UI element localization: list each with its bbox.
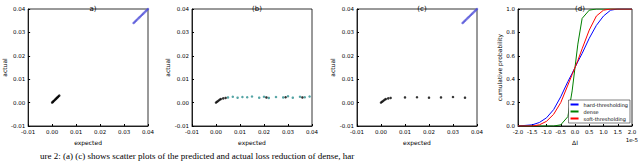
svg-text:1.0: 1.0 [599, 129, 608, 135]
svg-text:1.0: 1.0 [506, 6, 515, 12]
svg-text:a): a) [89, 5, 96, 13]
svg-text:0.03: 0.03 [342, 29, 355, 35]
svg-text:ure 2: (a) (c) shows scatter p: ure 2: (a) (c) shows scatter plots of th… [40, 151, 354, 161]
svg-text:-1.5: -1.5 [527, 129, 538, 135]
svg-text:0.02: 0.02 [342, 53, 354, 59]
svg-text:0.04: 0.04 [13, 6, 26, 12]
svg-text:0.04: 0.04 [342, 6, 355, 12]
svg-text:expected: expected [238, 139, 266, 147]
svg-text:0.2: 0.2 [506, 100, 515, 106]
svg-text:0.03: 0.03 [13, 29, 26, 35]
svg-text:0.01: 0.01 [399, 129, 411, 135]
svg-text:0.03: 0.03 [447, 129, 460, 135]
svg-text:-0.5: -0.5 [555, 129, 566, 135]
svg-text:0.04: 0.04 [142, 129, 155, 135]
svg-text:soft-thresholding: soft-thresholding [584, 116, 626, 123]
svg-text:2.0: 2.0 [628, 129, 637, 135]
svg-text:0.01: 0.01 [234, 129, 246, 135]
svg-text:-0.01: -0.01 [339, 123, 354, 129]
svg-text:(b): (b) [252, 5, 262, 13]
svg-text:0.02: 0.02 [423, 129, 435, 135]
svg-text:0.03: 0.03 [118, 129, 131, 135]
svg-text:0.01: 0.01 [342, 76, 354, 82]
svg-text:0.03: 0.03 [282, 129, 295, 135]
svg-text:0.00: 0.00 [13, 100, 26, 106]
svg-text:0.00: 0.00 [342, 100, 355, 106]
svg-text:0.01: 0.01 [70, 129, 82, 135]
svg-text:(c): (c) [417, 5, 427, 13]
svg-text:-0.01: -0.01 [350, 129, 364, 135]
svg-text:0.02: 0.02 [94, 129, 106, 135]
svg-text:0.6: 0.6 [506, 53, 515, 59]
svg-text:0.00: 0.00 [375, 129, 388, 135]
svg-text:0.02: 0.02 [258, 129, 270, 135]
svg-text:dense: dense [584, 109, 599, 115]
svg-text:actual: actual [1, 58, 8, 77]
svg-text:-0.01: -0.01 [174, 123, 189, 129]
svg-text:0.04: 0.04 [306, 129, 319, 135]
svg-text:1e-5: 1e-5 [626, 137, 639, 143]
svg-text:0.04: 0.04 [177, 6, 190, 12]
svg-text:-0.01: -0.01 [21, 129, 35, 135]
svg-text:0.02: 0.02 [177, 53, 189, 59]
svg-text:actual: actual [329, 58, 336, 77]
svg-text:-2.0: -2.0 [513, 129, 524, 135]
svg-text:0.00: 0.00 [177, 100, 190, 106]
svg-text:ΔI: ΔI [572, 139, 578, 146]
svg-text:actual: actual [164, 58, 171, 77]
svg-text:0.8: 0.8 [506, 29, 515, 35]
svg-text:0.0: 0.0 [506, 123, 515, 129]
svg-text:(d): (d) [575, 5, 585, 13]
svg-text:0.0: 0.0 [571, 129, 580, 135]
svg-text:0.4: 0.4 [506, 76, 515, 82]
svg-text:0.04: 0.04 [471, 129, 484, 135]
svg-text:0.02: 0.02 [13, 53, 25, 59]
svg-text:0.03: 0.03 [177, 29, 190, 35]
svg-text:-0.01: -0.01 [185, 129, 199, 135]
svg-text:hard-thresholding: hard-thresholding [584, 102, 628, 109]
svg-text:0.01: 0.01 [177, 76, 189, 82]
svg-text:expected: expected [74, 139, 102, 147]
svg-text:-1.0: -1.0 [541, 129, 552, 135]
svg-text:0.00: 0.00 [210, 129, 223, 135]
svg-text:1.5: 1.5 [613, 129, 622, 135]
svg-text:-0.01: -0.01 [10, 123, 26, 129]
svg-text:0.00: 0.00 [46, 129, 59, 135]
svg-text:expected: expected [403, 139, 431, 147]
svg-text:0.5: 0.5 [585, 129, 594, 135]
svg-text:0.01: 0.01 [13, 76, 25, 82]
svg-text:cumulative probability: cumulative probability [496, 33, 504, 101]
